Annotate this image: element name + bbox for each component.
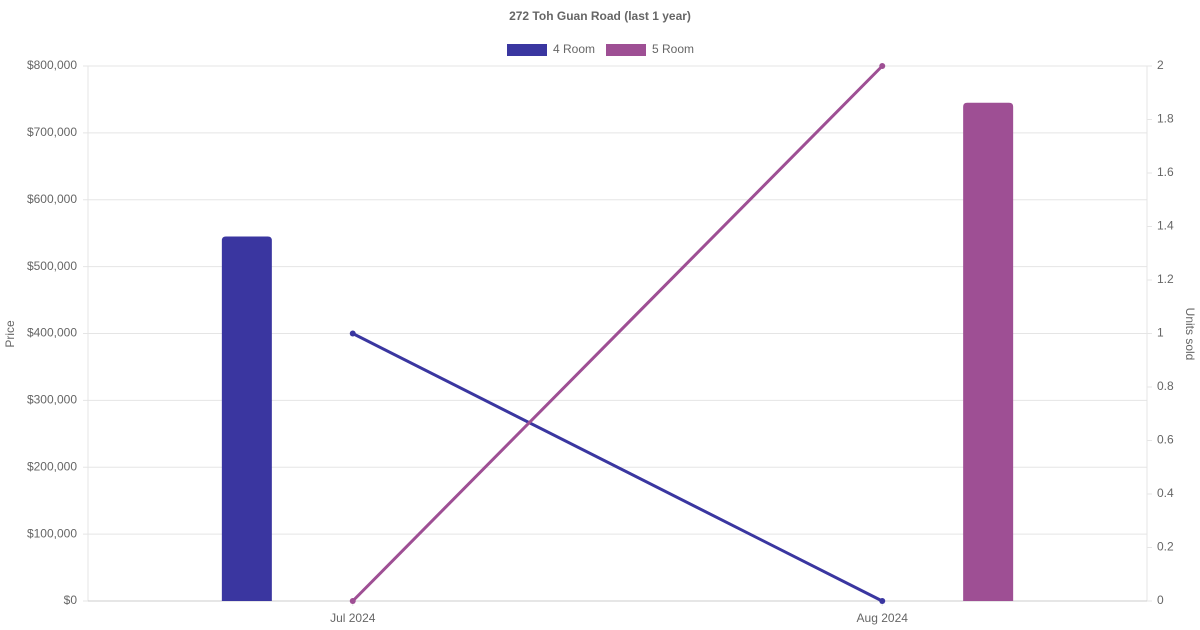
x-tick-label: Aug 2024: [857, 611, 909, 625]
x-tick-label: Jul 2024: [330, 611, 376, 625]
y2-tick-label: 2: [1157, 58, 1164, 72]
y-tick-label: $0: [64, 593, 78, 607]
y2-tick-label: 1: [1157, 326, 1164, 340]
line: [351, 64, 884, 603]
y2-tick-label: 1.4: [1157, 219, 1174, 233]
y2-tick-label: 0.6: [1157, 433, 1174, 447]
y2-tick-label: 0.2: [1157, 540, 1174, 554]
y2-axis-title: Units sold: [1183, 308, 1197, 361]
line: [352, 332, 883, 603]
y-axis-title: Price: [3, 320, 17, 348]
point: [349, 330, 356, 337]
y2-tick-label: 1.6: [1157, 165, 1174, 179]
y2-tick-label: 1.8: [1157, 112, 1174, 126]
y-tick-label: $400,000: [27, 326, 77, 340]
legend-swatch: [507, 44, 547, 56]
y2-tick-label: 1.2: [1157, 272, 1174, 286]
point: [349, 598, 356, 604]
y2-tick-label: 0.4: [1157, 486, 1174, 500]
point: [879, 63, 886, 69]
y-tick-label: $200,000: [27, 459, 77, 473]
legend-swatch: [606, 44, 646, 56]
legend-label: 4 Room: [553, 42, 595, 56]
y-tick-label: $700,000: [27, 125, 77, 139]
point: [879, 598, 886, 604]
y-tick-label: $100,000: [27, 526, 77, 540]
y2-tick-label: 0: [1157, 593, 1164, 607]
y-tick-label: $500,000: [27, 259, 77, 273]
bar: [221, 236, 272, 601]
y2-tick-label: 0.8: [1157, 379, 1174, 393]
y-tick-label: $600,000: [27, 192, 77, 206]
y-tick-label: $300,000: [27, 393, 77, 407]
chart-title: 272 Toh Guan Road (last 1 year): [509, 9, 691, 23]
bar: [963, 102, 1014, 601]
legend-label: 5 Room: [652, 42, 694, 56]
y-tick-label: $800,000: [27, 58, 77, 72]
